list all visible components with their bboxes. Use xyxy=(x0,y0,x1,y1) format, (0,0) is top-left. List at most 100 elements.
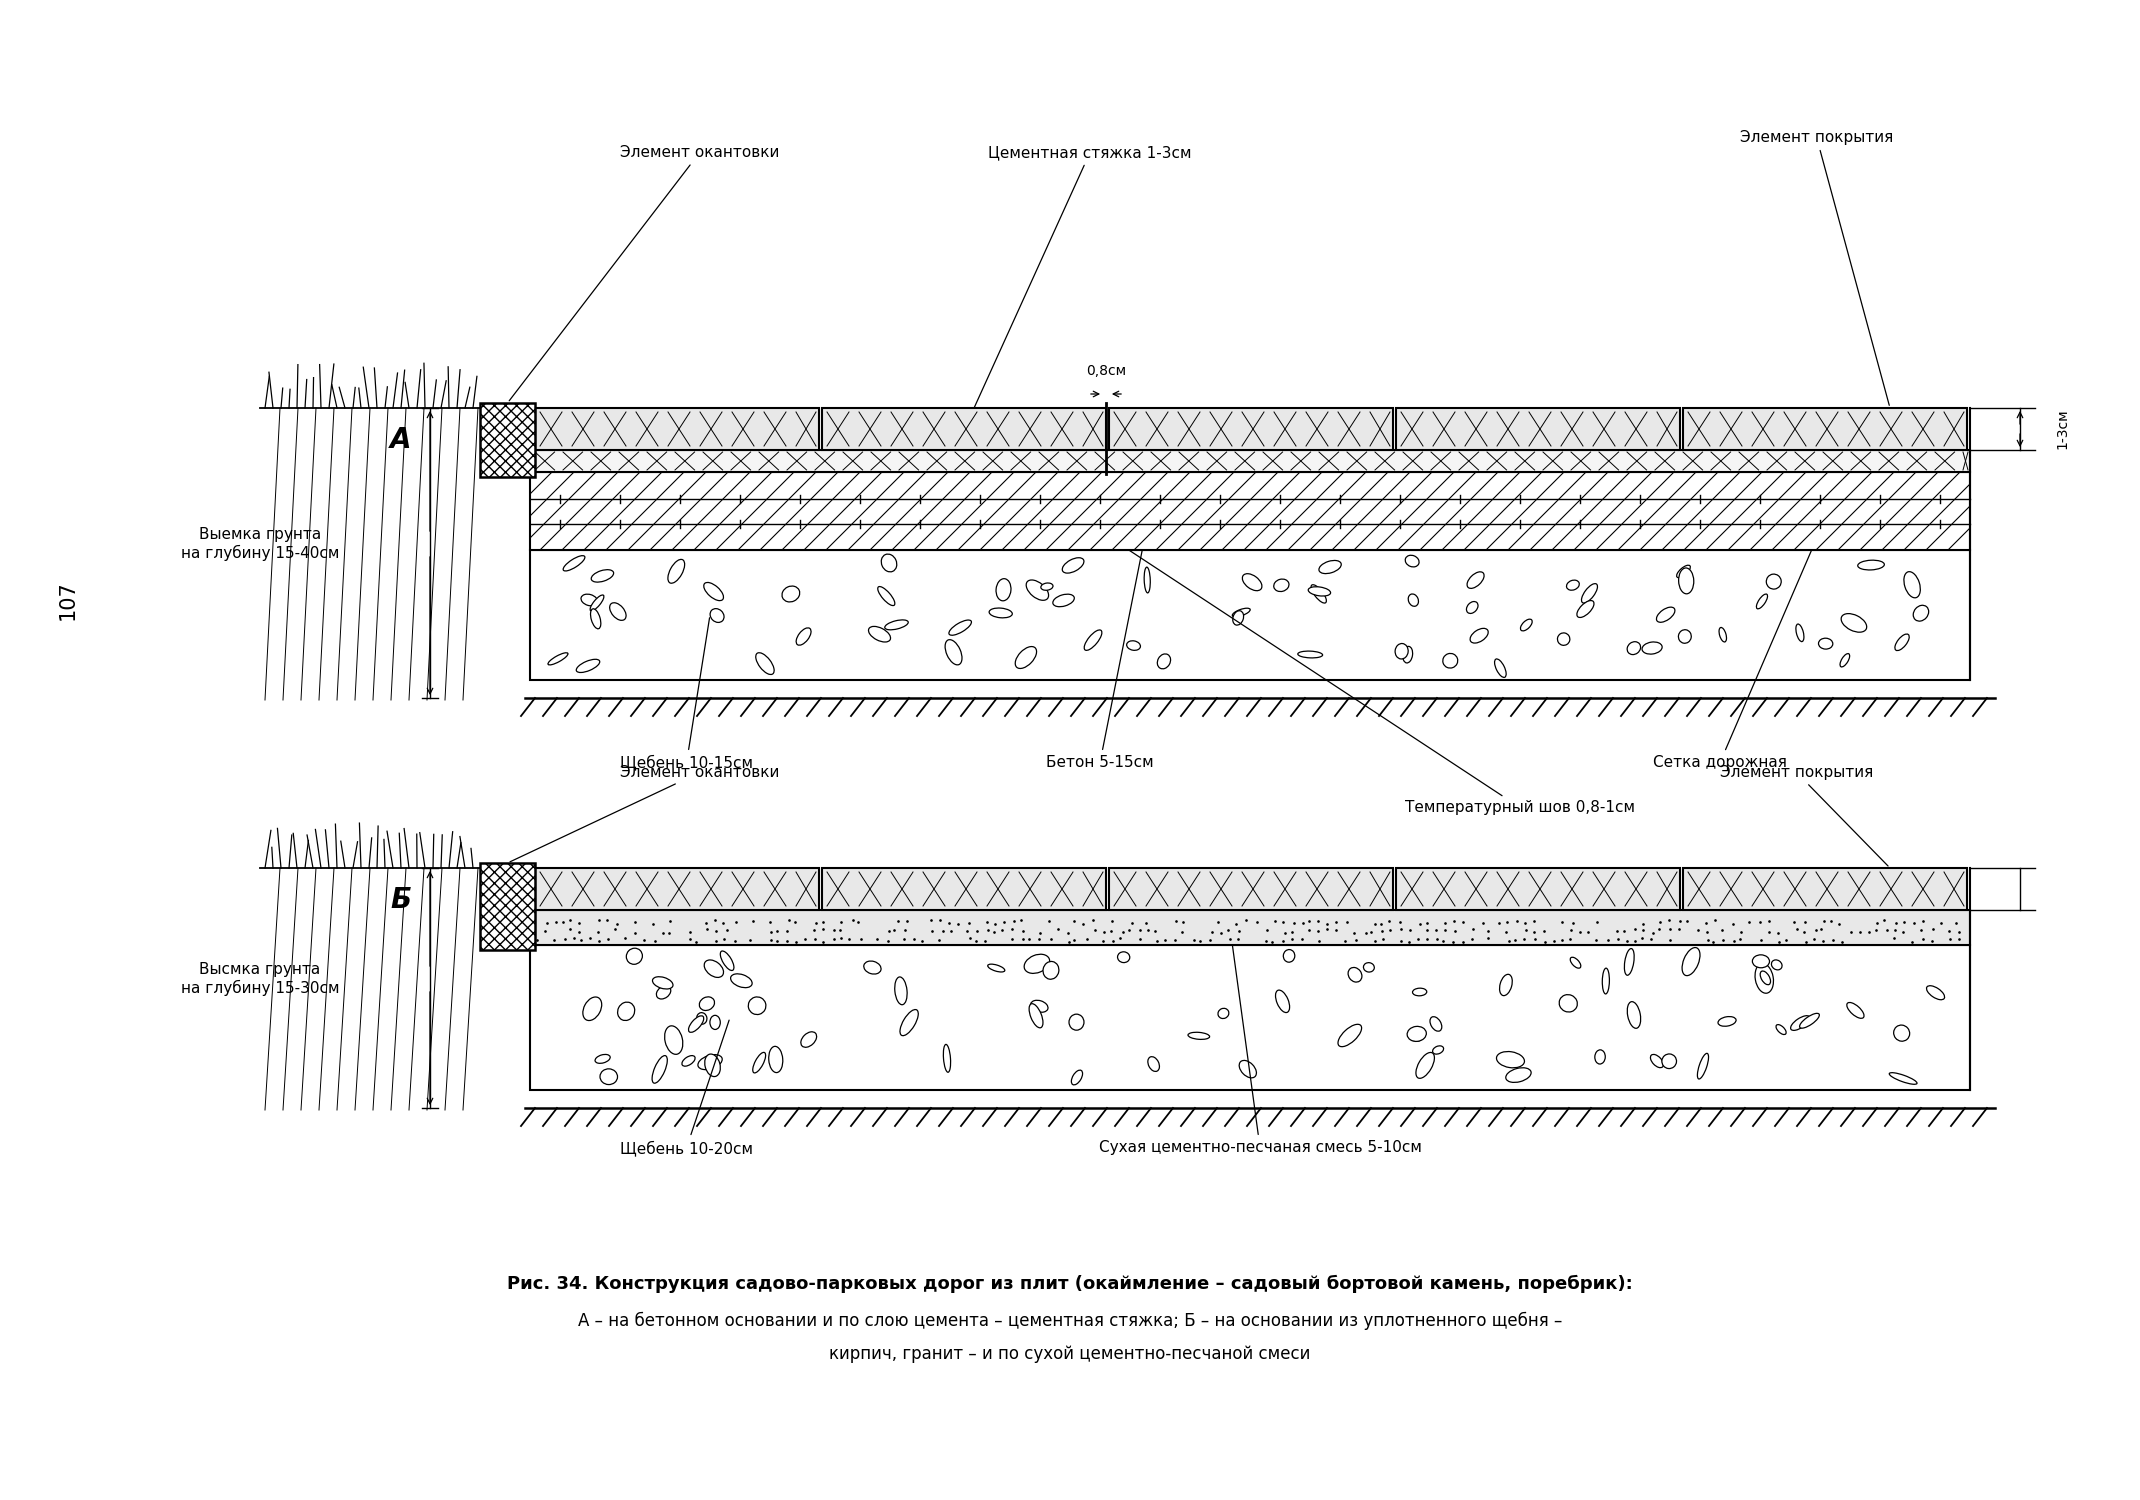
Ellipse shape xyxy=(1410,1029,1423,1041)
Ellipse shape xyxy=(781,586,800,602)
Ellipse shape xyxy=(1218,1008,1228,1019)
Bar xyxy=(479,862,535,950)
Text: Выемка грунта
на глубину 15-40см: Выемка грунта на глубину 15-40см xyxy=(180,526,338,561)
Ellipse shape xyxy=(1894,634,1909,651)
Ellipse shape xyxy=(698,1013,706,1025)
Ellipse shape xyxy=(944,1044,950,1072)
Text: Элемент покрытия: Элемент покрытия xyxy=(1740,130,1894,405)
Ellipse shape xyxy=(1233,608,1250,616)
Ellipse shape xyxy=(1029,1004,1042,1028)
Ellipse shape xyxy=(689,1016,704,1032)
Ellipse shape xyxy=(1061,558,1085,573)
Ellipse shape xyxy=(948,620,972,634)
Ellipse shape xyxy=(753,1053,766,1072)
Ellipse shape xyxy=(1676,566,1691,578)
Ellipse shape xyxy=(1284,950,1295,962)
Ellipse shape xyxy=(1926,986,1945,999)
Ellipse shape xyxy=(1239,1060,1256,1078)
Ellipse shape xyxy=(1308,586,1331,596)
Ellipse shape xyxy=(657,986,670,999)
Ellipse shape xyxy=(1025,954,1049,974)
Ellipse shape xyxy=(700,998,715,1011)
Ellipse shape xyxy=(1560,994,1577,1012)
Ellipse shape xyxy=(1395,644,1408,658)
Ellipse shape xyxy=(1408,594,1419,606)
Text: Сухая цементно-песчаная смесь 5-10см: Сухая цементно-песчаная смесь 5-10см xyxy=(1098,930,1421,1155)
Ellipse shape xyxy=(1800,1014,1819,1028)
Ellipse shape xyxy=(1432,1046,1444,1054)
Ellipse shape xyxy=(1766,574,1780,590)
Bar xyxy=(531,450,1971,472)
Text: Высмка грунта
на глубину 15-30см: Высмка грунта на глубину 15-30см xyxy=(180,962,340,996)
Ellipse shape xyxy=(1858,560,1885,570)
Bar xyxy=(479,404,535,477)
Bar xyxy=(1395,868,1680,910)
Ellipse shape xyxy=(1650,1054,1663,1068)
Ellipse shape xyxy=(1072,1070,1083,1084)
Ellipse shape xyxy=(1126,640,1141,651)
Ellipse shape xyxy=(1297,651,1323,658)
Ellipse shape xyxy=(721,951,734,970)
Ellipse shape xyxy=(1404,646,1412,663)
Ellipse shape xyxy=(1147,1056,1160,1071)
Ellipse shape xyxy=(1470,628,1487,644)
Ellipse shape xyxy=(1085,630,1102,651)
Ellipse shape xyxy=(1507,1068,1530,1083)
Ellipse shape xyxy=(1656,608,1676,622)
Ellipse shape xyxy=(1027,580,1049,600)
Ellipse shape xyxy=(1053,594,1074,606)
Ellipse shape xyxy=(1795,624,1804,642)
Ellipse shape xyxy=(730,974,751,987)
Ellipse shape xyxy=(1031,1000,1049,1012)
Ellipse shape xyxy=(704,960,723,978)
Ellipse shape xyxy=(1408,1026,1427,1041)
Text: А – на бетонном основании и по слою цемента – цементная стяжка; Б – на основании: А – на бетонном основании и по слою цеме… xyxy=(578,1312,1562,1330)
Text: Элемент покрытия: Элемент покрытия xyxy=(1721,765,1887,865)
Ellipse shape xyxy=(749,998,766,1014)
Ellipse shape xyxy=(1626,642,1641,654)
Ellipse shape xyxy=(1566,580,1579,590)
Ellipse shape xyxy=(755,652,775,675)
Bar xyxy=(531,910,1971,945)
Ellipse shape xyxy=(796,628,811,645)
Ellipse shape xyxy=(710,609,723,622)
Ellipse shape xyxy=(1275,990,1290,1012)
Ellipse shape xyxy=(1312,585,1327,603)
Ellipse shape xyxy=(877,586,895,606)
Text: 107: 107 xyxy=(58,580,77,620)
Ellipse shape xyxy=(1117,952,1130,963)
Ellipse shape xyxy=(1663,1054,1676,1068)
Ellipse shape xyxy=(704,1054,721,1077)
Bar xyxy=(531,472,1971,550)
Ellipse shape xyxy=(1761,970,1770,984)
Ellipse shape xyxy=(653,976,672,988)
Text: Бетон 5-15см: Бетон 5-15см xyxy=(1046,513,1153,770)
Ellipse shape xyxy=(1753,956,1770,968)
Ellipse shape xyxy=(1581,584,1596,603)
Ellipse shape xyxy=(582,998,601,1020)
Text: Температурный шов 0,8-1см: Температурный шов 0,8-1см xyxy=(1109,537,1635,814)
Ellipse shape xyxy=(1577,600,1594,618)
Bar xyxy=(535,868,820,910)
Ellipse shape xyxy=(704,582,723,600)
Ellipse shape xyxy=(1840,654,1849,668)
Bar xyxy=(1682,408,1967,450)
Ellipse shape xyxy=(1678,568,1693,594)
Ellipse shape xyxy=(1594,1050,1605,1064)
Ellipse shape xyxy=(865,962,882,974)
Ellipse shape xyxy=(1718,1017,1736,1026)
Text: Элемент окантовки: Элемент окантовки xyxy=(509,765,779,862)
Ellipse shape xyxy=(1243,573,1263,591)
Ellipse shape xyxy=(683,1056,696,1066)
Ellipse shape xyxy=(610,603,627,621)
Text: Сетка дорожная: Сетка дорожная xyxy=(1652,464,1849,770)
Ellipse shape xyxy=(946,639,963,664)
Text: 0,8см: 0,8см xyxy=(1085,364,1126,378)
Ellipse shape xyxy=(1847,1002,1864,1019)
Ellipse shape xyxy=(1913,606,1928,621)
Ellipse shape xyxy=(1819,638,1832,650)
Ellipse shape xyxy=(1776,1024,1787,1035)
Ellipse shape xyxy=(1412,988,1427,996)
Ellipse shape xyxy=(869,627,890,642)
Bar xyxy=(535,408,820,450)
